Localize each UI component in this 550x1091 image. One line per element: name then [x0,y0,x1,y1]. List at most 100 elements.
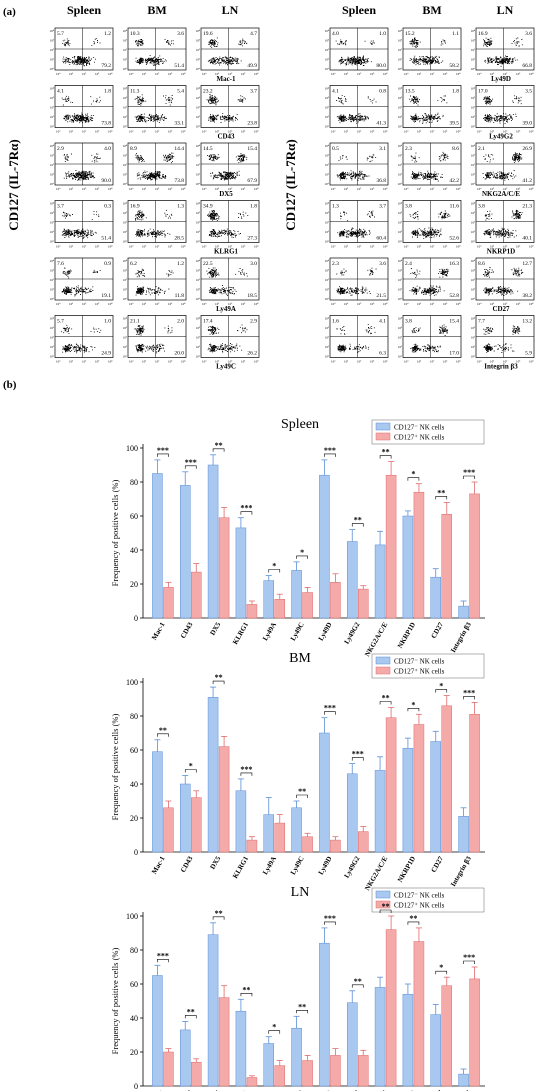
event-dots [135,152,175,181]
quadrant-lr-value: 6.3 [379,351,386,357]
event-dots [336,267,377,296]
y-tick-label: 10³ [471,326,475,330]
quadrant-ur-value: 16.3 [449,261,459,267]
quadrant-lr-value: 39.0 [522,121,532,127]
quadrant-lr-value: 27.3 [247,236,257,242]
significance-bracket [351,984,364,988]
x-tick-label: 10² [228,302,232,306]
x-tick-label: 10⁰ [477,245,482,249]
significance-bracket [407,477,420,481]
x-tick-label: 10⁰ [129,360,134,364]
quadrant-ul-value: 34.9 [203,204,213,210]
y-tick-label: 10⁰ [196,67,201,71]
bar [346,773,358,853]
quadrant-lr-value: 17.0 [449,351,459,357]
x-tick-label: 10³ [168,72,172,76]
y-tick-label: 10⁰ [123,125,128,129]
y-tick-label: 10⁰ [325,297,330,301]
x-tick-label: CD27 [429,855,445,874]
y-tick-label: 10⁴ [123,202,128,206]
quadrant-lr-value: 40.1 [522,236,532,242]
bar [385,717,397,853]
event-dots [207,210,249,238]
y-tick-label: 10⁰ [196,182,201,186]
y-tick-label: 10² [471,336,475,340]
quadrant-ur-value: 1.8 [104,89,111,95]
marker-label-ly49a: Ly49A [216,305,236,313]
y-tick-label: 10² [325,106,329,110]
quadrant-ur-value: 0.9 [104,261,111,267]
quadrant-ur-value: 11.6 [450,204,460,210]
significance-label: * [439,963,443,972]
bar [385,929,397,1087]
x-tick-label: 10¹ [215,130,219,134]
y-tick-label: 20 [130,580,138,589]
y-tick-label: 10² [196,106,200,110]
significance-bracket [351,523,364,527]
x-tick-label: 10³ [241,72,245,76]
x-tick-label: 10² [228,187,232,191]
x-tick-label: 10¹ [344,360,348,364]
x-tick-label: 10⁴ [181,187,186,191]
quadrant-ul-value: 2.3 [332,261,339,267]
quadrant-ur-value: 12.7 [522,261,532,267]
x-tick-label: 10⁰ [404,187,409,191]
y-tick-label: 10⁴ [398,87,403,91]
x-tick-label: 10⁴ [456,245,461,249]
y-tick-label: 0 [134,848,138,857]
quadrant-ul-value: 1.3 [332,204,339,210]
x-tick-label: 10² [503,245,507,249]
significance-label: ** [242,985,250,994]
x-tick-label: CD43 [179,855,195,874]
y-tick-label: 10¹ [398,288,402,292]
x-tick-label: 10¹ [215,302,219,306]
x-tick-label: 10⁴ [383,360,388,364]
x-tick-label: CD43 [179,1089,195,1091]
x-tick-label: 10⁴ [529,302,534,306]
legend-swatch [375,666,391,675]
marker-label-ly49g2: Ly49G2 [489,133,513,141]
bar [469,714,480,853]
quadrant-ur-value: 1.0 [379,31,386,37]
y-tick-label: 10⁰ [471,240,476,244]
bar [246,1077,258,1087]
significance-label: ** [437,488,445,497]
significance-label: *** [324,446,336,455]
bar [402,993,414,1087]
x-tick-label: 10² [503,72,507,76]
x-tick-label: 10⁴ [254,72,259,76]
x-tick-label: 10² [155,72,159,76]
x-tick-label: 10² [82,187,86,191]
y-tick-label: 10¹ [471,230,475,234]
legend-label: CD127⁻ NK cells [394,424,445,432]
x-tick-label: Ly49D [317,855,334,876]
x-tick-label: 10² [503,302,507,306]
x-tick-label: 10¹ [344,72,348,76]
y-axis-label-left: CD127 (IL-7Rα) [6,139,21,230]
event-dots [207,37,248,66]
x-tick-label: NKG2A/C/E [363,855,389,892]
bar [263,814,275,853]
bar [218,746,230,853]
quadrant-lr-value: 5.9 [525,351,532,357]
x-tick-label: 10⁰ [56,360,61,364]
y-tick-label: 10³ [325,269,329,273]
significance-label: ** [215,909,223,918]
quadrant-ur-value: 3.5 [525,89,532,95]
y-tick-label: 10⁴ [471,202,476,206]
x-tick-label: 10⁰ [202,302,207,306]
bar [291,807,302,853]
x-tick-label: 10² [357,302,361,306]
x-tick-label: 10³ [370,187,374,191]
y-tick-label: 10³ [50,39,54,43]
event-dots [135,268,174,296]
y-tick-label: 10⁴ [196,202,201,206]
